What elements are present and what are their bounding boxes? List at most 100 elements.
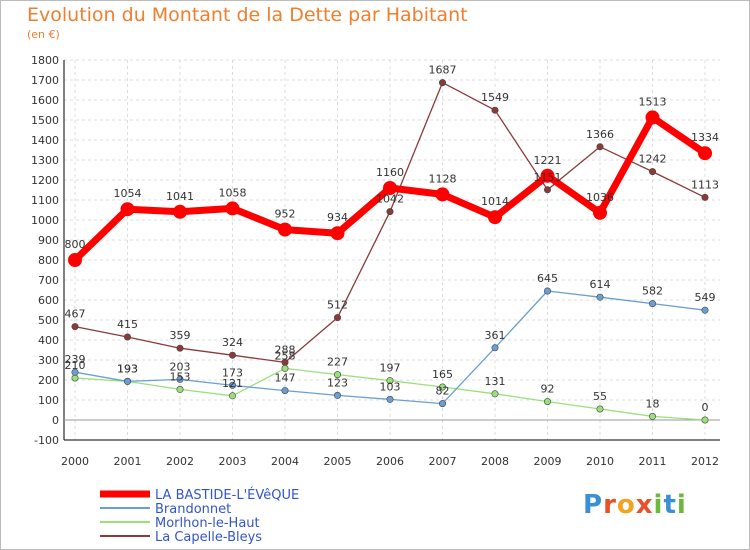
data-label: 1221 <box>534 154 562 167</box>
data-label: 512 <box>327 299 348 312</box>
data-point <box>333 371 341 379</box>
x-tick-label: 2008 <box>481 455 509 468</box>
data-point <box>173 204 187 219</box>
data-label: 415 <box>117 318 138 331</box>
plot-area <box>64 60 720 440</box>
data-label: 173 <box>222 366 243 379</box>
y-tick-label: 1000 <box>31 214 59 227</box>
data-point <box>71 374 79 382</box>
data-label: 288 <box>275 343 296 356</box>
data-label: 147 <box>275 372 296 385</box>
chart-subtitle: (en €) <box>27 28 60 41</box>
y-tick-label: 500 <box>38 314 59 327</box>
data-label: 361 <box>485 329 506 342</box>
data-point <box>176 385 184 393</box>
data-point <box>124 377 132 385</box>
y-tick-label: 1400 <box>31 134 59 147</box>
data-label: 359 <box>170 329 191 342</box>
data-point <box>386 208 394 216</box>
y-tick-label: 200 <box>38 374 59 387</box>
data-point <box>278 222 292 237</box>
y-tick-label: 700 <box>38 274 59 287</box>
data-label: 1549 <box>481 91 509 104</box>
y-tick-label: 1200 <box>31 174 59 187</box>
data-point <box>333 391 341 399</box>
data-point <box>333 314 341 322</box>
y-tick-label: 1800 <box>31 54 59 67</box>
chart-title: Evolution du Montant de la Dette par Hab… <box>27 4 468 26</box>
data-label: 103 <box>380 380 401 393</box>
data-label: 324 <box>222 336 243 349</box>
data-point <box>68 253 82 267</box>
data-label: 1113 <box>691 178 719 191</box>
data-point <box>386 377 394 385</box>
x-tick-label: 2010 <box>586 455 614 468</box>
y-tick-label: 1700 <box>31 74 59 87</box>
y-tick-label: 1600 <box>31 94 59 107</box>
x-tick-label: 2003 <box>219 455 247 468</box>
data-label: 227 <box>327 356 348 369</box>
data-point <box>71 368 79 376</box>
data-point <box>701 306 709 314</box>
data-label: 934 <box>327 211 348 224</box>
data-label: 153 <box>170 370 191 383</box>
x-tick-label: 2001 <box>114 455 142 468</box>
x-tick-label: 2004 <box>271 455 299 468</box>
data-point <box>596 293 604 301</box>
data-point <box>120 202 135 217</box>
x-tick-label: 2007 <box>429 455 457 468</box>
data-point <box>491 106 499 114</box>
data-point <box>648 300 656 308</box>
data-point <box>645 110 660 125</box>
data-point <box>281 387 289 395</box>
legend-label: LA BASTIDE-L'ÉVêQUE <box>155 487 299 503</box>
y-tick-label: 1100 <box>31 194 59 207</box>
data-label: 800 <box>65 238 86 251</box>
data-point <box>124 333 132 341</box>
data-point <box>176 344 184 352</box>
data-label: 131 <box>485 375 506 388</box>
data-label: 1687 <box>429 64 457 77</box>
logo-letter: o <box>616 490 636 520</box>
data-label: 1042 <box>376 193 404 206</box>
data-point <box>701 416 709 424</box>
data-point <box>225 201 240 216</box>
data-label: 582 <box>642 285 663 298</box>
legend-label: Brandonnet <box>155 502 231 517</box>
x-tick-label: 2002 <box>166 455 194 468</box>
data-point <box>596 143 604 151</box>
data-point <box>281 364 289 372</box>
x-tick-label: 2005 <box>324 455 352 468</box>
data-point <box>596 405 604 413</box>
data-point <box>383 181 397 195</box>
y-tick-label: 1500 <box>31 114 59 127</box>
y-tick-label: 1300 <box>31 154 59 167</box>
legend-label: La Capelle-Bleys <box>155 530 262 545</box>
data-point <box>435 187 450 202</box>
data-label: 55 <box>593 390 607 403</box>
x-tick-label: 2012 <box>691 455 719 468</box>
data-label: 210 <box>65 359 86 372</box>
y-tick-label: 800 <box>38 254 59 267</box>
data-point <box>540 168 555 183</box>
y-tick-label: 100 <box>38 394 59 407</box>
data-point <box>593 205 607 220</box>
data-label: 1054 <box>114 187 142 200</box>
data-point <box>491 390 499 398</box>
data-label: 239 <box>65 353 86 366</box>
data-point <box>543 186 551 194</box>
data-point <box>438 400 446 408</box>
data-label: 18 <box>646 397 660 410</box>
data-point <box>698 146 712 161</box>
data-label: 1151 <box>534 171 562 184</box>
data-point <box>438 383 446 391</box>
data-label: 549 <box>695 291 716 304</box>
data-label: 1242 <box>639 153 667 166</box>
data-label: 952 <box>275 208 296 221</box>
data-label: 1014 <box>481 195 509 208</box>
y-tick-label: 300 <box>38 354 59 367</box>
logo-letter: i <box>676 490 687 520</box>
data-label: 0 <box>702 401 709 414</box>
y-tick-label: 0 <box>52 414 59 427</box>
data-label: 197 <box>380 362 401 375</box>
